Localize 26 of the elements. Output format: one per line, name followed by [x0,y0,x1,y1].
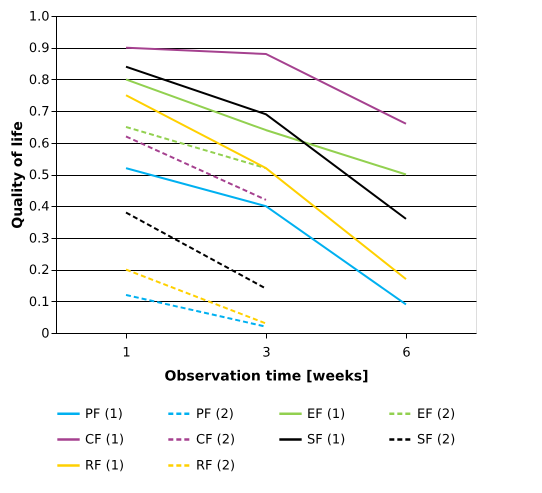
legend-label: PF (2) [196,406,234,422]
y-tick-label: 0.8 [28,72,50,88]
x-tick-label: 1 [122,346,131,360]
legend-label: RF (1) [85,458,124,474]
legend-label: SF (2) [417,432,456,448]
legend-label: EF (1) [307,406,346,422]
legend-label: SF (1) [307,432,346,448]
y-tick-label: 0 [41,326,50,342]
legend-label: RF (2) [196,458,236,474]
x-tick-label: 3 [262,346,271,360]
y-tick-label: 0.7 [28,104,50,120]
x-axis-title: Observation time [weeks] [164,368,368,384]
y-tick-label: 0.9 [28,41,50,56]
y-tick-label: 0.1 [28,294,50,310]
legend-label: CF (1) [85,432,124,448]
legend-label: EF (2) [417,406,456,422]
y-tick-label: 1.0 [28,10,50,24]
y-tick-label: 0.2 [28,263,50,278]
x-tick-label: 6 [402,346,411,360]
y-axis-title: Quality of life [10,121,26,229]
legend-label: PF (1) [85,406,123,422]
y-tick-label: 0.3 [28,231,50,246]
y-tick-label: 0.5 [28,168,50,183]
y-tick-label: 0.4 [28,200,50,215]
y-tick-label: 0.6 [28,136,50,152]
legend-label: CF (2) [196,432,236,448]
